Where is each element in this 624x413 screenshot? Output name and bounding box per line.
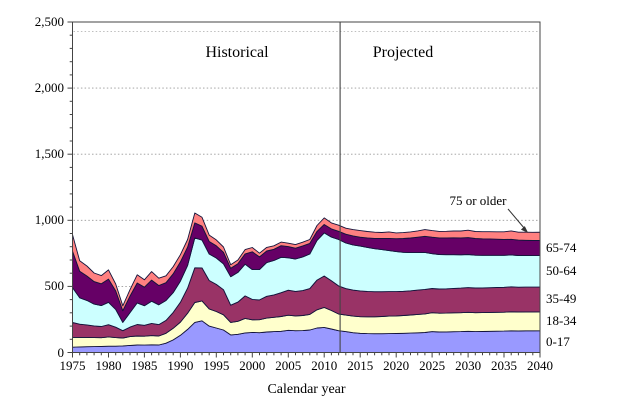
y-tick-label: 1,000 bbox=[34, 212, 64, 228]
x-tick-label: 2025 bbox=[419, 358, 446, 373]
x-tick-label: 1980 bbox=[95, 358, 122, 373]
series-label-65-74: 65-74 bbox=[546, 239, 577, 255]
x-axis-title: Calendar year bbox=[267, 382, 346, 397]
historical-region-label: Historical bbox=[205, 44, 269, 61]
x-tick-label: 1995 bbox=[203, 358, 230, 373]
callout-arrow-head bbox=[520, 226, 529, 233]
y-tick-label: 500 bbox=[44, 278, 65, 294]
x-tick-label: 2040 bbox=[527, 358, 553, 373]
x-tick-label: 2005 bbox=[275, 358, 302, 373]
y-tick-label: 2,500 bbox=[34, 14, 64, 29]
x-tick-label: 2030 bbox=[455, 358, 482, 373]
x-tick-label: 2010 bbox=[311, 358, 338, 373]
y-tick-label: 1,500 bbox=[34, 146, 64, 162]
series-label-50-64: 50-64 bbox=[546, 263, 577, 279]
x-tick-label: 1990 bbox=[167, 358, 194, 373]
x-tick-label: 2035 bbox=[491, 358, 518, 373]
series-label-0-17: 0-17 bbox=[546, 333, 570, 349]
x-tick-label: 2020 bbox=[383, 358, 410, 373]
series-label-35-49: 35-49 bbox=[546, 291, 577, 307]
plot-border bbox=[72, 21, 541, 353]
x-tick-label: 1985 bbox=[131, 358, 158, 373]
callout-75-or-older-label: 75 or older bbox=[449, 193, 507, 208]
y-tick-label: 0 bbox=[57, 344, 65, 360]
y-tick-label: 2,000 bbox=[34, 80, 64, 96]
callout-arrow-line bbox=[507, 208, 525, 229]
x-tick-label: 1975 bbox=[59, 358, 86, 373]
series-label-18-34: 18-34 bbox=[546, 313, 577, 329]
x-tick-label: 2000 bbox=[239, 358, 266, 373]
projected-region-label: Projected bbox=[372, 44, 434, 61]
x-tick-label: 2015 bbox=[347, 358, 374, 373]
